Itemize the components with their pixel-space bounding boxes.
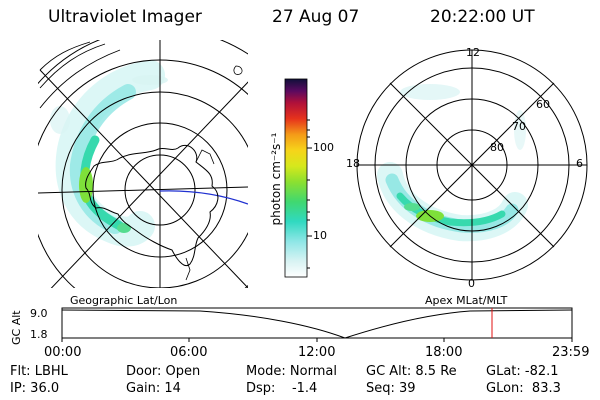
info-glon: GLon: 83.3 — [486, 381, 561, 396]
altitude-ylabel: GC Alt — [10, 310, 23, 345]
info-mode: Mode: Normal — [246, 364, 337, 379]
time-label: 20:22:00 UT — [430, 7, 535, 27]
altitude-ytick-high: 9.0 — [30, 307, 48, 320]
date-label: 27 Aug 07 — [272, 7, 360, 27]
info-gain: Gain: 14 — [126, 381, 181, 396]
mlat-label-60: 60 — [536, 98, 550, 111]
colorbar-tick-100: 100 — [313, 141, 334, 154]
info-seq: Seq: 39 — [366, 381, 416, 396]
geographic-map — [38, 40, 248, 288]
terminator-line — [159, 190, 248, 205]
info-gcalt: GC Alt: 8.5 Re — [366, 364, 457, 379]
mlt-label-18: 18 — [346, 157, 360, 170]
mlt-label-6: 6 — [576, 157, 583, 170]
colorbar-tick-10: 10 — [313, 229, 327, 242]
info-door: Door: Open — [126, 364, 201, 379]
mlt-label-0: 0 — [468, 277, 475, 290]
right-map-caption: Apex MLat/MLT — [425, 294, 508, 307]
xtick-1200: 12:00 — [298, 345, 336, 360]
mlt-label-12: 12 — [466, 46, 480, 59]
altitude-curve — [61, 309, 573, 339]
xtick-1800: 18:00 — [425, 345, 463, 360]
mlat-label-70: 70 — [512, 120, 526, 133]
info-glat: GLat: -82.1 — [486, 364, 559, 379]
mlat-label-80: 80 — [490, 141, 504, 154]
xtick-0600: 06:00 — [170, 345, 208, 360]
xtick-0000: 00:00 — [44, 345, 82, 360]
info-dsp: Dsp: -1.4 — [246, 381, 318, 396]
altitude-panel-frame — [61, 307, 573, 339]
magnetic-map — [356, 49, 588, 281]
info-ip: IP: 36.0 — [10, 381, 60, 396]
altitude-ytick-low: 1.8 — [30, 328, 48, 341]
colorbar — [285, 79, 307, 277]
colorbar-label: photon cm⁻²s⁻¹ — [269, 132, 283, 226]
continent-outline — [85, 144, 219, 266]
left-map-caption: Geographic Lat/Lon — [70, 294, 178, 307]
xtick-2359: 23:59 — [552, 345, 590, 360]
info-flt: Flt: LBHL — [10, 364, 68, 379]
app-title: Ultraviolet Imager — [48, 7, 202, 27]
